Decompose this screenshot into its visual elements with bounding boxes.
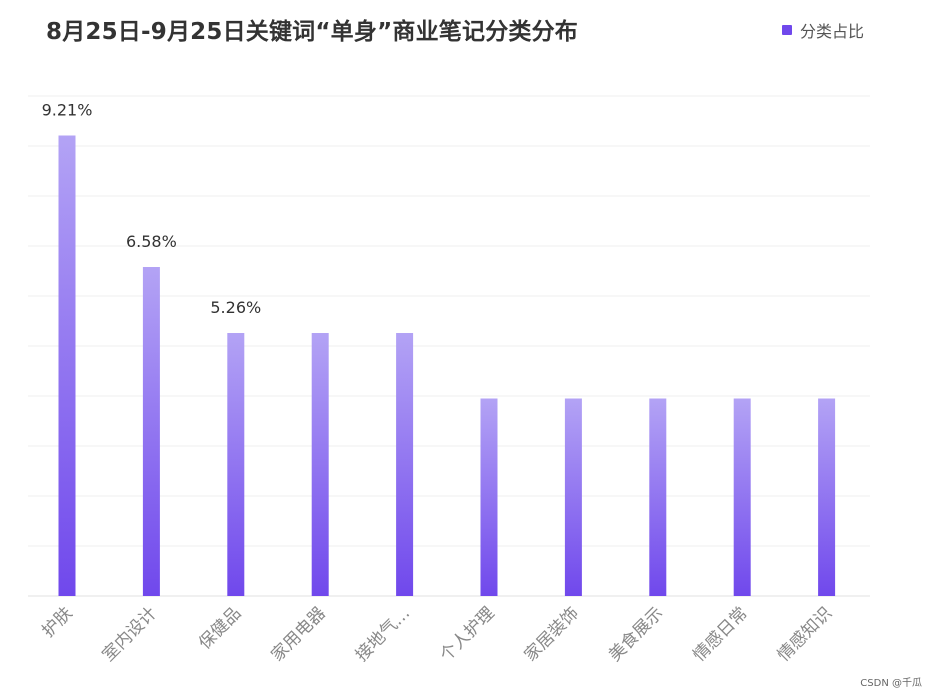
bar-8[interactable]: [649, 398, 667, 597]
x-tick-label: 室内设计: [99, 603, 161, 665]
x-tick-label: 接地气…: [352, 603, 414, 665]
bar-9[interactable]: [733, 398, 751, 597]
legend-swatch: [781, 25, 792, 35]
x-tick-label: 美食展示: [605, 603, 667, 665]
data-label: 6.58%: [126, 232, 177, 251]
bar-10[interactable]: [818, 398, 836, 597]
chart-title: 8月25日-9月25日关键词“单身”商业笔记分类分布: [46, 19, 578, 45]
bar-5[interactable]: [396, 333, 414, 596]
legend[interactable]: 分类占比: [781, 18, 864, 42]
watermark: CSDN @千瓜: [860, 678, 922, 689]
data-label: 5.26%: [210, 298, 261, 317]
x-tick-label: 护肤: [38, 603, 76, 641]
bar-7[interactable]: [564, 398, 582, 597]
bar-4[interactable]: [311, 333, 329, 596]
legend-label: 分类占比: [799, 22, 864, 41]
bar-6[interactable]: [480, 398, 498, 597]
bar-2[interactable]: [142, 267, 160, 596]
data-label: 9.21%: [42, 101, 93, 120]
x-tick-label: 保健品: [195, 603, 245, 653]
bar-1[interactable]: [58, 135, 76, 597]
x-tick-label: 情感日常: [690, 603, 752, 665]
x-tick-label: 家居装饰: [521, 603, 583, 665]
x-tick-label: 个人护理: [436, 603, 498, 665]
bar-3[interactable]: [227, 333, 245, 596]
x-tick-label: 家用电器: [268, 603, 330, 665]
x-tick-label: 情感知识: [774, 603, 836, 665]
